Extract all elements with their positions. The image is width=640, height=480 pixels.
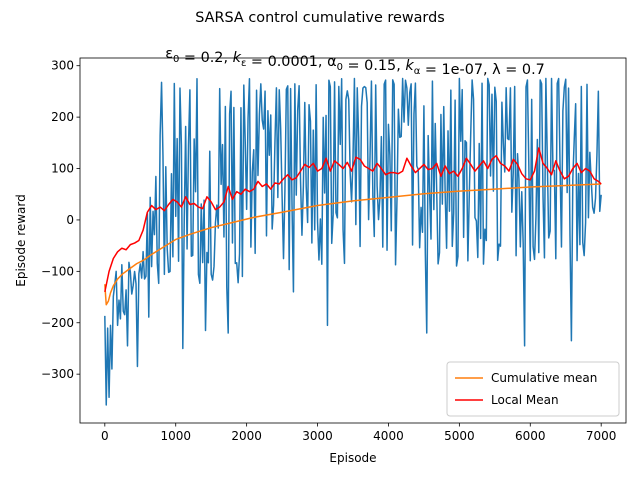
legend-label: Local Mean: [491, 393, 559, 407]
plot-series: [104, 77, 602, 406]
x-tick-label: 1000: [160, 429, 191, 443]
x-tick-label: 6000: [515, 429, 546, 443]
x-tick-label: 4000: [373, 429, 404, 443]
plot-frame: [79, 57, 627, 424]
legend-label: Cumulative mean: [491, 371, 597, 385]
x-tick-label: 5000: [444, 429, 475, 443]
x-axis-label: Episode: [329, 451, 376, 465]
y-tick-label: 300: [51, 59, 74, 73]
y-tick-label: −100: [41, 264, 74, 278]
series-line-2: [104, 147, 602, 293]
x-tick-label: 0: [101, 429, 109, 443]
x-tick-label: 3000: [302, 429, 333, 443]
y-tick-label: −200: [41, 316, 74, 330]
y-axis-label: Episode reward: [14, 194, 28, 287]
y-tick-label: 200: [51, 110, 74, 124]
y-tick-label: −300: [41, 367, 74, 381]
legend-box: [446, 361, 620, 417]
y-tick-label: 100: [51, 162, 74, 176]
x-axis: 0 1000 2000 3000 4000 5000 6000 7000: [101, 423, 616, 443]
x-tick-label: 7000: [586, 429, 617, 443]
chart-suptitle: SARSA control cumulative rewards: [195, 10, 444, 26]
y-tick-label: 0: [66, 213, 74, 227]
series-line-1: [104, 183, 602, 306]
legend: Cumulative mean Local Mean: [446, 361, 620, 417]
x-tick-label: 2000: [231, 429, 262, 443]
y-axis: −300 −200 −100 0 100 200 300: [41, 59, 80, 381]
series-line-0: [104, 77, 602, 406]
